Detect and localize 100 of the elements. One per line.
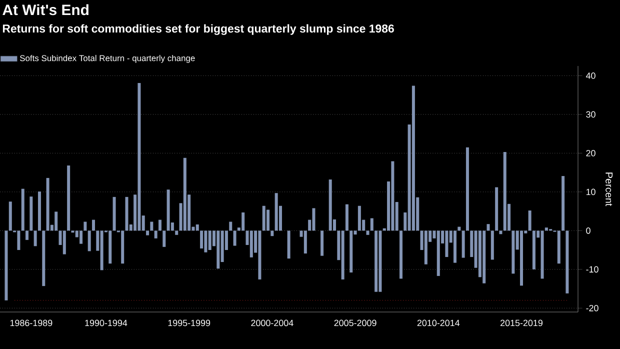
bar bbox=[242, 212, 245, 231]
bar bbox=[183, 158, 186, 231]
bar bbox=[250, 230, 253, 258]
bar bbox=[138, 83, 141, 231]
chart-subtitle: Returns for soft commodities set for biggest quarterly slump since 1986 bbox=[2, 24, 394, 35]
bar bbox=[532, 230, 536, 270]
bar bbox=[46, 178, 50, 231]
x-tick-label: 2015-2019 bbox=[500, 320, 543, 326]
bar bbox=[378, 230, 382, 292]
bar bbox=[229, 222, 232, 231]
bar bbox=[287, 230, 290, 259]
bar bbox=[462, 230, 465, 258]
bar bbox=[566, 230, 569, 294]
bar bbox=[436, 230, 440, 276]
bar bbox=[540, 230, 544, 279]
bar bbox=[112, 196, 116, 231]
bar bbox=[162, 230, 166, 247]
bar bbox=[54, 212, 58, 231]
bar bbox=[341, 230, 344, 280]
bar bbox=[391, 161, 394, 231]
bar bbox=[204, 230, 208, 252]
y-tick-label: 0 bbox=[586, 227, 590, 234]
bar bbox=[274, 193, 278, 231]
bar bbox=[503, 152, 506, 231]
bar bbox=[216, 230, 220, 269]
x-tick-label: 1995-1999 bbox=[168, 320, 210, 326]
bar bbox=[412, 86, 415, 231]
bar bbox=[21, 188, 24, 231]
bar bbox=[499, 230, 502, 234]
bar bbox=[62, 230, 66, 254]
x-tick-label: 1986-1989 bbox=[10, 320, 52, 326]
bar bbox=[557, 230, 560, 264]
x-tick-label: 1990-1994 bbox=[85, 320, 128, 326]
x-tick-label: 2005-2009 bbox=[334, 320, 376, 326]
bar bbox=[233, 230, 236, 246]
bar bbox=[200, 230, 204, 248]
bar bbox=[424, 230, 428, 264]
bar bbox=[258, 230, 262, 280]
bar bbox=[34, 230, 37, 246]
bar bbox=[125, 196, 128, 231]
bar bbox=[320, 230, 324, 256]
bar bbox=[80, 230, 83, 244]
bar bbox=[158, 220, 162, 231]
bar bbox=[528, 210, 532, 231]
bar bbox=[512, 230, 515, 274]
bar bbox=[42, 230, 46, 286]
bar bbox=[345, 204, 348, 231]
y-tick-label: -10 bbox=[586, 266, 598, 273]
bar bbox=[175, 230, 178, 235]
bar bbox=[262, 206, 266, 231]
y-tick-label: 30 bbox=[586, 111, 596, 118]
bar bbox=[374, 230, 378, 292]
bar bbox=[312, 208, 316, 231]
x-tick-label: 2010-2014 bbox=[417, 320, 460, 326]
bar bbox=[486, 224, 490, 231]
bar bbox=[17, 230, 20, 250]
bar bbox=[38, 192, 41, 231]
bar bbox=[108, 230, 112, 264]
y-axis-title: Percent bbox=[606, 172, 613, 206]
bar bbox=[482, 230, 486, 284]
bar bbox=[490, 230, 494, 260]
bar bbox=[445, 230, 448, 257]
y-tick-label: 20 bbox=[586, 150, 596, 156]
bar bbox=[67, 166, 70, 231]
bar bbox=[370, 218, 374, 231]
bar bbox=[495, 187, 498, 231]
y-tick-label: 10 bbox=[586, 188, 596, 196]
bar bbox=[466, 147, 469, 231]
bar bbox=[150, 222, 154, 231]
bar bbox=[366, 230, 370, 235]
bar bbox=[304, 230, 307, 254]
bar bbox=[100, 230, 104, 270]
bar bbox=[544, 228, 548, 231]
bar bbox=[146, 230, 150, 236]
legend-label: Softs Subindex Total Return - quarterly change bbox=[20, 54, 195, 63]
y-tick-label: -20 bbox=[586, 304, 598, 312]
bar bbox=[328, 180, 332, 231]
bar bbox=[121, 230, 124, 264]
bar bbox=[520, 230, 523, 286]
bar bbox=[4, 230, 8, 300]
bar bbox=[399, 230, 402, 279]
bar bbox=[8, 202, 12, 231]
chart-title: At Wit's End bbox=[2, 4, 88, 16]
bar bbox=[30, 196, 33, 231]
bar bbox=[88, 230, 91, 252]
bar bbox=[562, 176, 565, 231]
bar bbox=[196, 224, 199, 231]
y-tick-label: 40 bbox=[586, 72, 596, 79]
bar bbox=[154, 230, 158, 238]
bar bbox=[270, 230, 274, 236]
x-tick-label: 2000-2004 bbox=[251, 320, 294, 326]
bar bbox=[84, 222, 87, 231]
bar bbox=[26, 230, 29, 240]
bar bbox=[358, 206, 361, 231]
bar bbox=[350, 230, 353, 272]
bar bbox=[266, 210, 270, 231]
bar bbox=[166, 190, 170, 231]
bar bbox=[92, 220, 95, 231]
bar bbox=[208, 230, 212, 250]
bar bbox=[454, 230, 457, 263]
